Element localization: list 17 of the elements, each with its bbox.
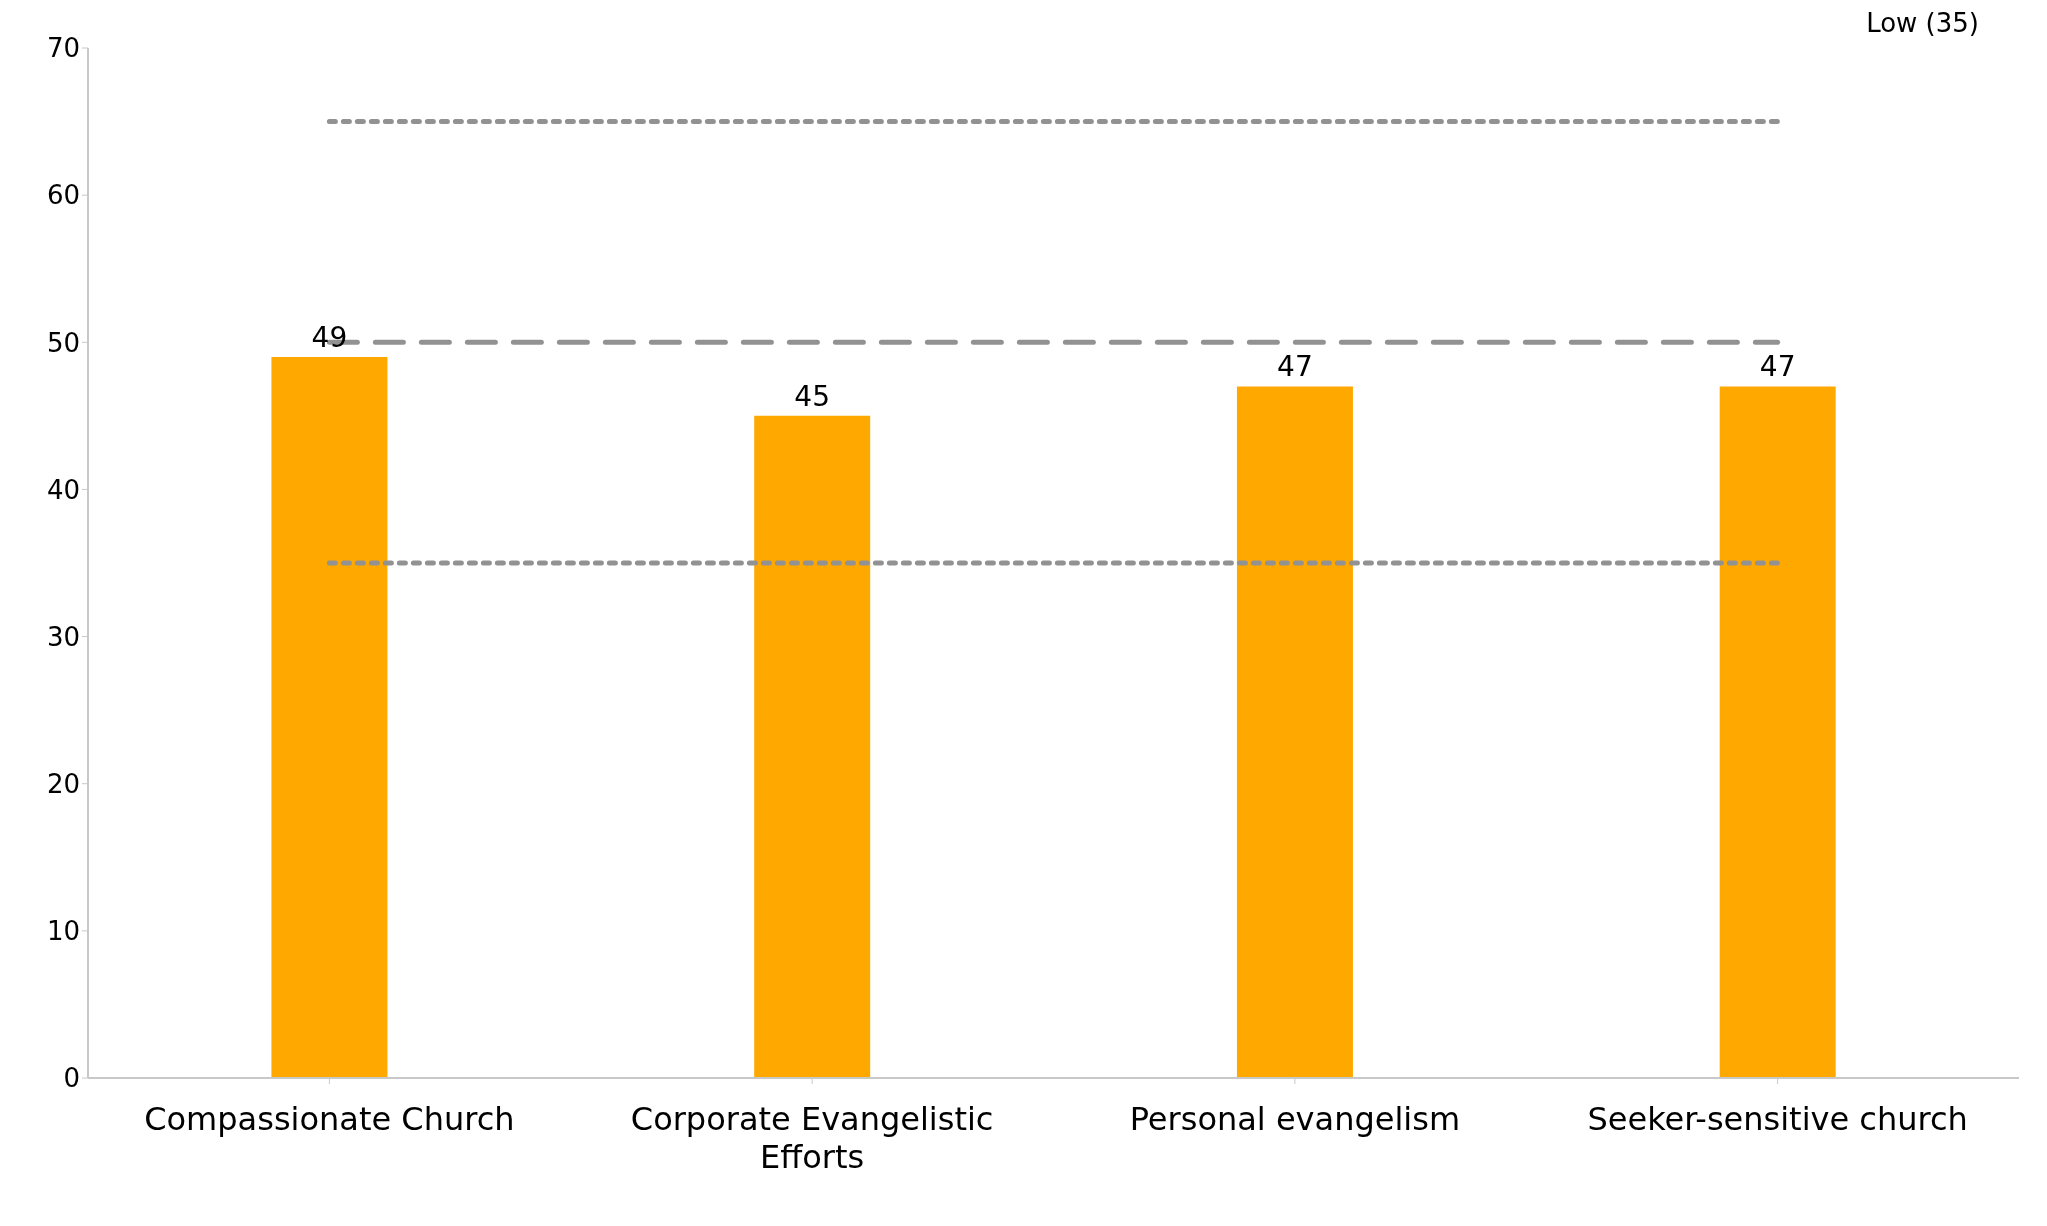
data-label: 45 <box>794 379 831 413</box>
y-tick-label: 10 <box>46 916 80 947</box>
x-tick-label: Seeker-sensitive church <box>1587 1100 1968 1138</box>
y-tick-label: 0 <box>63 1063 80 1094</box>
text: Low (35) <box>1866 8 1979 38</box>
data-label: 47 <box>1277 350 1313 384</box>
y-tick-label: 50 <box>46 327 80 358</box>
data-label: 47 <box>1759 350 1796 384</box>
x-tick-label: Compassionate Church <box>144 1100 515 1138</box>
y-tick-label: 60 <box>46 180 80 211</box>
y-tick-label: 70 <box>46 33 80 64</box>
y-tick-label: 20 <box>46 768 80 799</box>
y-tick-label: 40 <box>46 474 80 505</box>
x-tick-label: Personal evangelism <box>1129 1100 1461 1138</box>
x-tick-label: Corporate Evangelistic Efforts <box>630 1100 994 1176</box>
data-label: 49 <box>311 321 348 354</box>
y-tick-label: 30 <box>46 621 80 652</box>
